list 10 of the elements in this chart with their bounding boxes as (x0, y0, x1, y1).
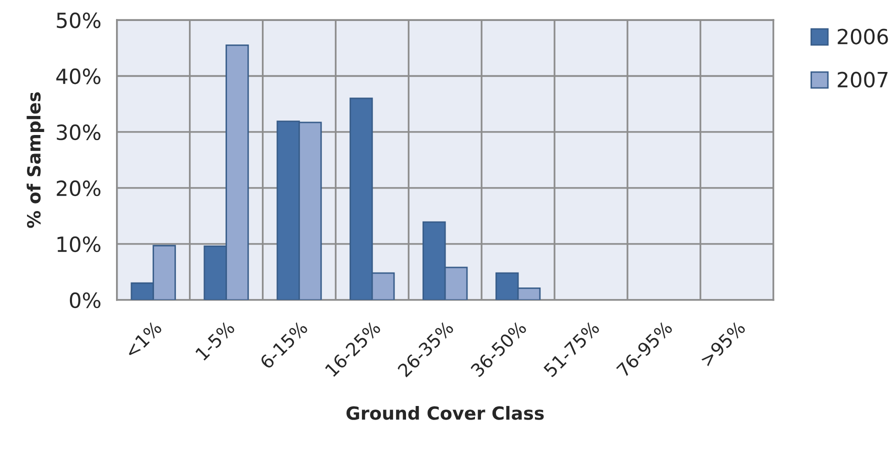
legend-label: 2006 (838, 28, 888, 44)
legend-label: 2007 (838, 72, 888, 88)
y-tick-label: 40% (56, 68, 100, 84)
y-axis-title: % of Samples (26, 92, 44, 228)
y-tick-label: 10% (58, 236, 100, 252)
y-tick-label: 0% (70, 292, 100, 308)
y-tick-label: 20% (56, 180, 100, 196)
x-axis-title: Ground Cover Class (346, 406, 544, 420)
y-tick-label: 30% (56, 124, 100, 140)
y-tick-label: 50% (56, 12, 100, 28)
